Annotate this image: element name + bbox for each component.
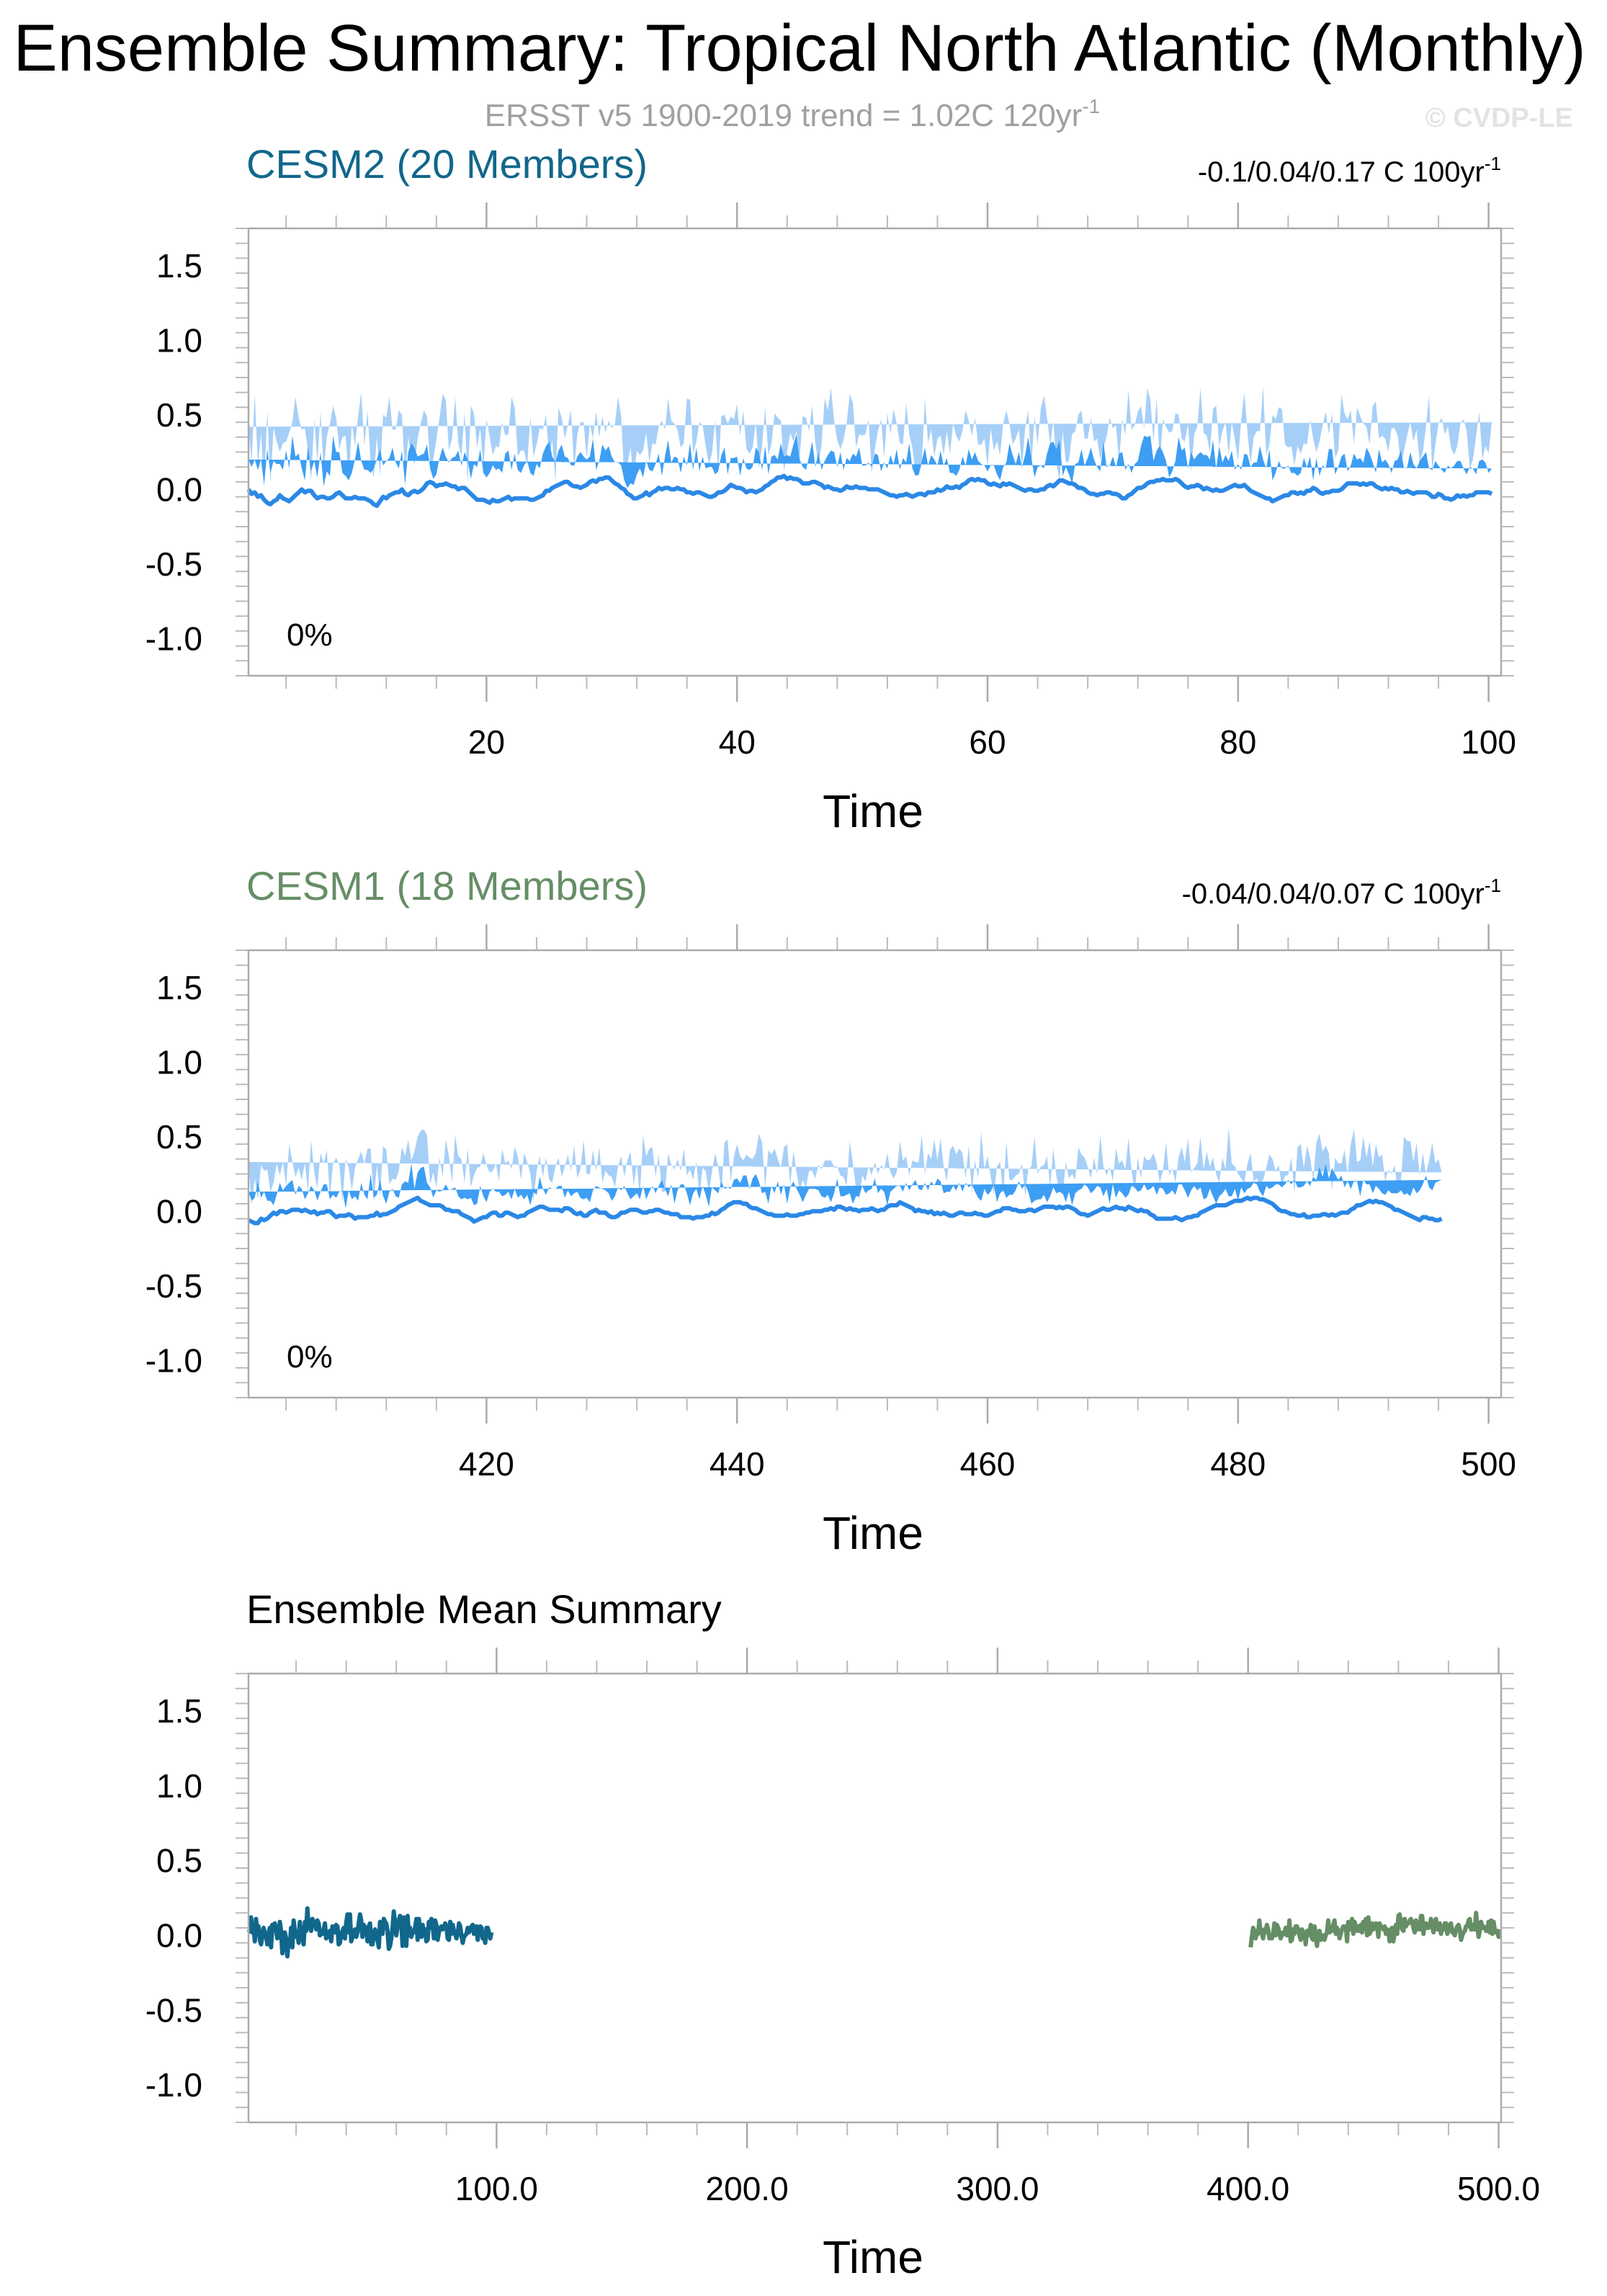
x-axis-label-cesm2: Time	[823, 785, 923, 837]
y-tick-label: 1.0	[156, 1043, 202, 1081]
figure-subtitle-sup: -1	[1082, 95, 1100, 117]
band-outer-range	[249, 1127, 1442, 1205]
trend-label-cesm1: -0.04/0.04/0.07 C 100yr-1	[1182, 875, 1501, 910]
y-tick-label: -1.0	[146, 620, 202, 657]
series-line-cesm2	[246, 1906, 494, 1959]
x-axis-label-cesm1: Time	[823, 1507, 923, 1559]
series-line-cesm1	[1248, 1911, 1503, 1948]
x-tick-label: 100.0	[455, 2170, 538, 2207]
x-tick-label: 480	[1210, 1445, 1266, 1483]
panel-ensemble-mean: Ensemble Mean Summary -1.0 -0.5 0.0 0.5 1.0 1…	[146, 1586, 1540, 2283]
figure-title: Ensemble Summary: Tropical North Atlanti…	[13, 12, 1585, 85]
y-tick-label: -1.0	[146, 2066, 202, 2104]
copyright-watermark: © CVDP-LE	[1425, 103, 1573, 133]
band-inner-range	[249, 1163, 1442, 1209]
figure-subtitle-text: ERSST v5 1900-2019 trend = 1.02C 120yr	[485, 98, 1083, 133]
y-tick-label: 1.5	[156, 1692, 202, 1730]
x-tick-label: 80	[1219, 723, 1256, 761]
y-tick-label: -0.5	[146, 1267, 202, 1305]
trend-text-cesm1: -0.04/0.04/0.07 C 100yr	[1182, 878, 1485, 910]
x-tick-label: 420	[459, 1445, 514, 1483]
plot-frame	[247, 227, 1503, 677]
y-tick-label: 0.5	[156, 396, 202, 434]
panel-title-cesm2: CESM2 (20 Members)	[246, 141, 648, 187]
y-tick-label: 0.5	[156, 1842, 202, 1880]
y-tick-label: 0.0	[156, 1192, 202, 1230]
percent-label-cesm1: 0%	[287, 1339, 333, 1375]
band-outer-range	[249, 386, 1492, 487]
y-tick-label: 0.0	[156, 1916, 202, 1954]
panel-cesm1: CESM1 (18 Members) -0.04/0.04/0.07 C 100…	[146, 863, 1516, 1559]
x-tick-label: 460	[960, 1445, 1016, 1483]
x-tick-label: 500.0	[1457, 2170, 1540, 2207]
plot-area-cesm2: -1.0 -0.5 0.0 0.5 1.0 1.5 20 40 60 80 100	[146, 202, 1516, 761]
y-tick-label: 0.5	[156, 1118, 202, 1156]
trend-text-cesm2: -0.1/0.04/0.17 C 100yr	[1198, 156, 1485, 188]
trend-sup-cesm2: -1	[1485, 153, 1501, 174]
band-inner-range	[249, 434, 1492, 488]
panel-cesm2: CESM2 (20 Members) -0.1/0.04/0.17 C 100y…	[146, 141, 1516, 837]
y-tick-label: -0.5	[146, 545, 202, 583]
y-tick-label: 1.0	[156, 321, 202, 359]
panel-title-cesm1: CESM1 (18 Members)	[246, 863, 648, 908]
x-tick-label: 40	[719, 723, 756, 761]
y-tick-label: 1.5	[156, 969, 202, 1006]
trend-sup-cesm1: -1	[1485, 875, 1501, 896]
x-tick-label: 100	[1461, 723, 1516, 761]
x-tick-label: 20	[468, 723, 505, 761]
x-tick-label: 300.0	[956, 2170, 1039, 2207]
y-tick-label: 1.5	[156, 247, 202, 285]
plot-frame	[247, 1672, 1503, 2124]
y-tick-label: 1.0	[156, 1767, 202, 1805]
x-axis-label-ensemble-mean: Time	[823, 2231, 923, 2283]
x-tick-label: 60	[969, 723, 1006, 761]
ensemble-mean-line	[247, 1195, 1443, 1225]
percent-label-cesm2: 0%	[287, 617, 333, 653]
figure-subtitle: ERSST v5 1900-2019 trend = 1.02C 120yr-1	[485, 95, 1101, 133]
panel-title-ensemble-mean: Ensemble Mean Summary	[246, 1586, 722, 1632]
y-tick-label: -0.5	[146, 1991, 202, 2029]
ensemble-mean-line	[246, 473, 1493, 508]
plot-area-cesm1: -1.0 -0.5 0.0 0.5 1.0 1.5 420 440 460 480 500	[146, 924, 1516, 1483]
plot-area-ensemble-mean: -1.0 -0.5 0.0 0.5 1.0 1.5 100.0 200.0 300.0 400.0…	[146, 1648, 1540, 2207]
x-tick-label: 200.0	[706, 2170, 789, 2207]
x-tick-label: 400.0	[1207, 2170, 1289, 2207]
x-tick-label: 440	[710, 1445, 765, 1483]
y-tick-label: -1.0	[146, 1341, 202, 1379]
y-tick-label: 0.0	[156, 470, 202, 508]
trend-label-cesm2: -0.1/0.04/0.17 C 100yr-1	[1198, 153, 1501, 188]
x-tick-label: 500	[1461, 1445, 1516, 1483]
